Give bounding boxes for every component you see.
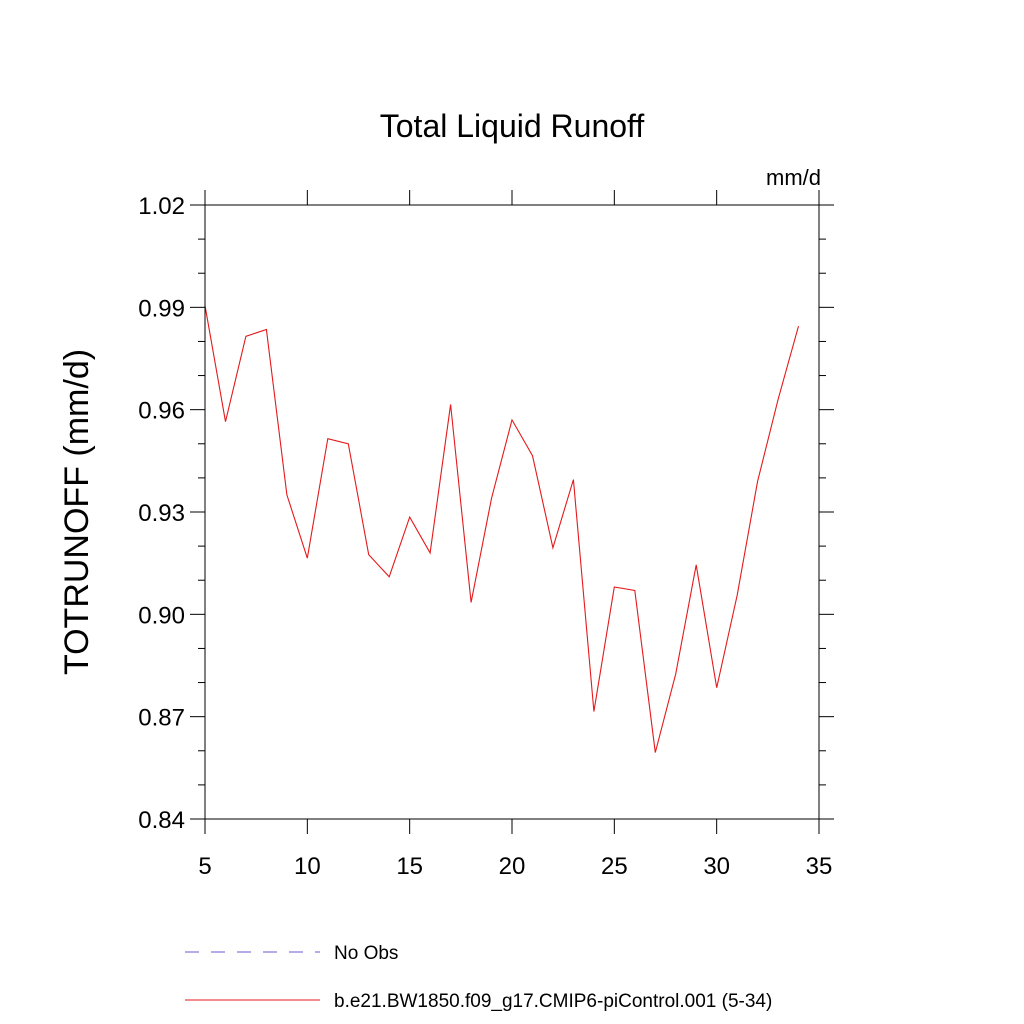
- y-tick-label: 0.87: [138, 705, 185, 732]
- x-tick-label: 20: [499, 853, 526, 880]
- series-layer: [204, 305, 800, 753]
- y-axis-label: TOTRUNOFF (mm/d): [58, 349, 96, 675]
- chart-title: Total Liquid Runoff: [380, 108, 645, 144]
- axis-ticks: [190, 190, 834, 834]
- legend: No Obs b.e21.BW1850.f09_g17.CMIP6-piContr…: [185, 943, 772, 1012]
- y-tick-label: 0.84: [138, 807, 185, 834]
- units-label: mm/d: [766, 165, 821, 190]
- x-tick-label: 10: [294, 853, 321, 880]
- x-tick-label: 25: [601, 853, 628, 880]
- y-tick-label: 0.93: [138, 500, 185, 527]
- series-line: [204, 305, 800, 753]
- legend-label: No Obs: [334, 943, 398, 964]
- x-tick-label: 5: [198, 853, 211, 880]
- legend-label: b.e21.BW1850.f09_g17.CMIP6-piControl.001…: [334, 991, 772, 1012]
- y-tick-label: 0.96: [138, 398, 185, 425]
- x-tick-label: 35: [806, 853, 833, 880]
- y-tick-label: 0.90: [138, 602, 185, 629]
- y-tick-label: 1.02: [138, 193, 185, 220]
- x-tick-label: 30: [703, 853, 730, 880]
- plot-frame: [204, 204, 820, 820]
- x-tick-label: 15: [396, 853, 423, 880]
- tick-labels: 5 10 15 20 25 30 35 0.84 0.87 0.90 0.93 0.96 0.99 1.0…: [138, 193, 832, 880]
- y-tick-label: 0.99: [138, 295, 185, 322]
